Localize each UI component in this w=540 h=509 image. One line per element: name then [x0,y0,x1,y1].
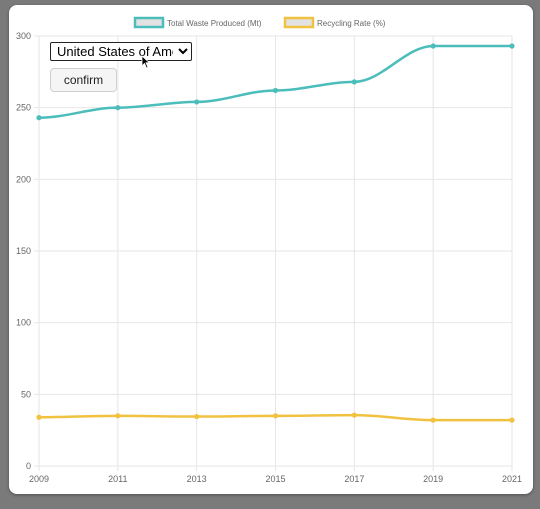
chart-controls: United States of America confirm [50,42,192,92]
mouse-pointer-icon [141,55,151,69]
series [36,412,515,423]
legend-item: Recycling Rate (%) [283,16,386,29]
x-tick-label: 2009 [29,474,49,484]
legend-label: Total Waste Produced (Mt) [167,19,262,28]
series [36,43,515,121]
data-point [430,417,436,423]
data-point [351,412,357,418]
x-axis: 2009 2011 2013 2015 2017 2019 2021 [29,474,522,484]
y-tick-label: 150 [16,246,31,256]
country-select[interactable]: United States of America [50,42,192,61]
legend: Total Waste Produced (Mt) Recycling Rate … [133,16,386,29]
data-point [509,417,515,423]
data-point [351,79,357,85]
y-axis: 0 50 100 150 200 250 300 [16,31,31,471]
y-tick-label: 100 [16,318,31,328]
data-point [272,87,279,94]
data-point [115,105,121,111]
x-tick-label: 2019 [423,474,443,484]
x-tick-label: 2015 [265,474,285,484]
legend-swatch [133,16,165,29]
grid [34,35,513,471]
legend-swatch [283,16,315,29]
x-tick-label: 2013 [187,474,207,484]
data-point [194,413,200,420]
x-tick-label: 2011 [108,474,127,484]
y-tick-label: 50 [21,389,31,399]
x-tick-label: 2021 [502,474,522,484]
y-tick-label: 250 [16,103,31,113]
y-tick-label: 300 [16,31,31,41]
confirm-button[interactable]: confirm [50,68,117,92]
data-point [115,413,121,419]
data-point [272,413,279,419]
data-point [430,43,436,49]
legend-label: Recycling Rate (%) [317,19,386,28]
y-tick-label: 200 [16,174,31,184]
data-point [194,99,200,105]
data-point [36,414,42,420]
series-lines [36,43,515,423]
data-point [509,43,515,49]
data-point [36,115,42,121]
x-tick-label: 2017 [344,474,364,484]
legend-item: Total Waste Produced (Mt) [133,16,262,29]
y-tick-label: 0 [26,461,31,471]
